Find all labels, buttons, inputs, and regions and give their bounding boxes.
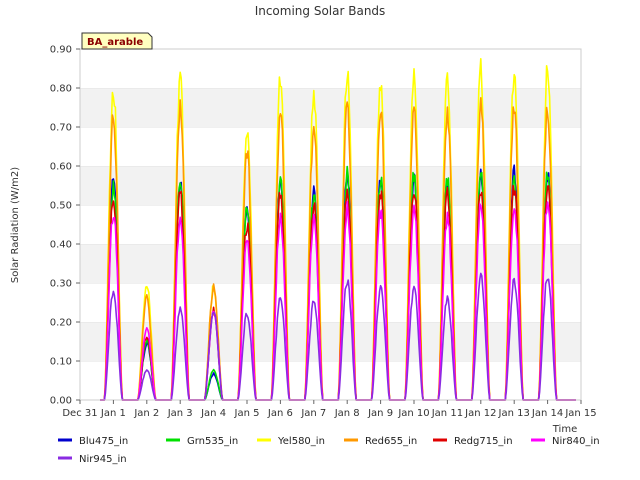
grid-band (80, 361, 581, 400)
y-tick-label: 0.70 (50, 123, 72, 134)
site-label-box: BA_arable (81, 32, 153, 50)
legend-label: Redg715_in (454, 436, 513, 447)
y-tick-label: 0.90 (50, 45, 72, 56)
grid-band (80, 283, 581, 322)
x-axis-title: Time (552, 424, 577, 435)
y-tick-label: 0.00 (50, 396, 72, 407)
x-tick-label: Dec 31 (62, 408, 97, 419)
y-axis-title: Solar Radiation (W/m2) (10, 167, 21, 283)
x-tick-label: Jan 13 (498, 408, 530, 419)
x-tick-label: Jan 9 (367, 408, 393, 419)
legend-label: Nir840_in (552, 436, 600, 447)
x-tick-label: Jan 8 (334, 408, 360, 419)
legend-label: Yel580_in (277, 436, 325, 447)
legend-label: Nir945_in (79, 454, 127, 465)
y-tick-label: 0.50 (50, 201, 72, 212)
x-axis-ticks: Dec 31 Jan 1 Jan 2 Jan 3 Jan 4 Jan 5 Jan 6 Jan … (62, 400, 597, 419)
y-tick-label: 0.10 (50, 357, 72, 368)
x-tick-label: Jan 4 (200, 408, 226, 419)
x-tick-label: Jan 12 (464, 408, 496, 419)
y-tick-label: 0.60 (50, 162, 72, 173)
grid-band (80, 322, 581, 361)
x-tick-label: Jan 2 (133, 408, 159, 419)
x-tick-label: Jan 5 (234, 408, 260, 419)
legend-label: Red655_in (365, 436, 417, 447)
grid-band (80, 205, 581, 244)
y-tick-label: 0.80 (50, 84, 72, 95)
grid-band (80, 166, 581, 205)
grid-band (80, 49, 581, 88)
grid-band (80, 88, 581, 127)
grid-band (80, 127, 581, 166)
x-tick-label: Jan 6 (267, 408, 293, 419)
y-tick-label: 0.20 (50, 318, 72, 329)
legend-label: Blu475_in (79, 436, 128, 447)
x-tick-label: Jan 14 (531, 408, 563, 419)
x-tick-label: Jan 1 (100, 408, 126, 419)
x-tick-label: Jan 7 (300, 408, 326, 419)
site-label: BA_arable (87, 37, 143, 48)
y-axis-ticks: 0.00 0.10 0.20 0.30 0.40 0.50 0.60 0.70 0.80 0.90 (50, 45, 80, 407)
chart-title: Incoming Solar Bands (255, 4, 386, 18)
legend-label: Grn535_in (187, 436, 238, 447)
grid-bands (80, 48, 581, 400)
x-tick-label: Jan 11 (431, 408, 463, 419)
legend: Blu475_in Grn535_in Yel580_in Red655_in Redg… (58, 436, 600, 465)
y-tick-label: 0.30 (50, 279, 72, 290)
x-tick-label: Jan 15 (564, 408, 596, 419)
plot-frame (79, 48, 582, 401)
grid-band (80, 244, 581, 283)
x-tick-label: Jan 10 (397, 408, 429, 419)
y-tick-label: 0.40 (50, 240, 72, 251)
x-tick-label: Jan 3 (167, 408, 193, 419)
